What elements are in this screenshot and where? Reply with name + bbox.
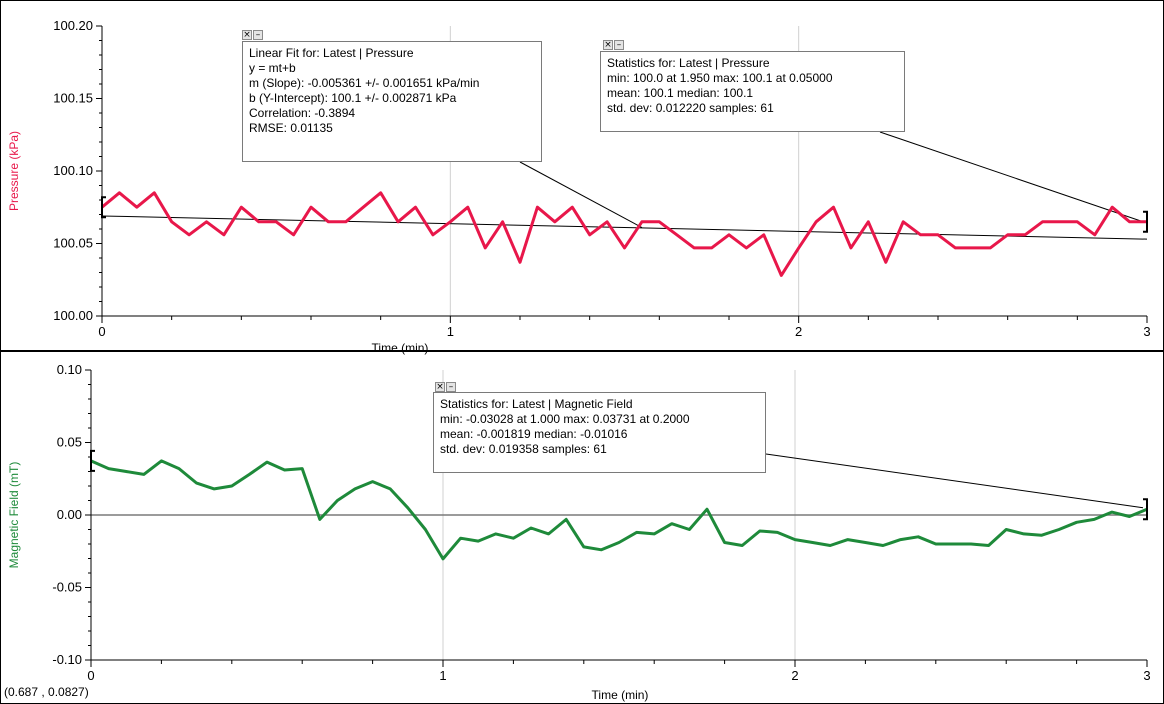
x-tick-label: 1	[447, 324, 454, 339]
y-tick-label: -0.10	[52, 652, 82, 667]
close-icon[interactable]: ×	[603, 40, 613, 50]
series-line	[101, 191, 1147, 277]
x-tick-label: 2	[791, 668, 798, 683]
field-statistics-box[interactable]: Statistics for: Latest | Magnetic Field …	[433, 392, 766, 473]
pstat-line-3: std. dev: 0.012220 samples: 61	[607, 101, 774, 115]
top-panel-frame	[0, 0, 1164, 351]
minimize-icon[interactable]: –	[446, 382, 456, 392]
x-tick-label: 3	[1143, 668, 1150, 683]
pressure-statistics-box[interactable]: Statistics for: Latest | Pressure min: 1…	[600, 51, 905, 132]
x-tick-label: 3	[1143, 324, 1150, 339]
fstat-line-2: mean: -0.001819 median: -0.01016	[440, 427, 628, 441]
y-tick-label: 100.00	[53, 308, 93, 323]
x-tick-label: 0	[87, 668, 94, 683]
pressure-plot[interactable]: 100.00 100.05 100.10 100.15 100.20 0 1 2 3 Pressu…	[7, 18, 1151, 355]
y-tick-label: -0.05	[52, 580, 82, 595]
close-icon[interactable]: ×	[435, 382, 445, 392]
fit-box-connector	[519, 161, 643, 228]
y-tick-label: 100.05	[53, 236, 93, 251]
fit-line-0: Linear Fit for: Latest | Pressure	[249, 46, 414, 60]
magnetic-field-plot[interactable]: -0.10 -0.05 0.00 0.05 0.10 0 1 2 3 Magnetic Field…	[7, 362, 1151, 702]
x-axis-label: Time (min)	[372, 341, 429, 355]
y-axis-label: Pressure (kPa)	[7, 131, 21, 211]
pressure-stats-controls: × –	[603, 40, 624, 51]
linear-fit-line	[101, 215, 1148, 240]
series-line	[90, 459, 1148, 561]
y-tick-label: 0.00	[57, 507, 82, 522]
x-tick-label: 1	[439, 668, 446, 683]
cursor-coordinate-readout: (0.687 , 0.0827)	[4, 685, 89, 699]
fstat-line-1: min: -0.03028 at 1.000 max: 0.03731 at 0…	[440, 412, 690, 426]
y-tick-label: 0.05	[57, 435, 82, 450]
fit-line-5: RMSE: 0.01135	[249, 121, 333, 135]
y-tick-label: 100.15	[53, 91, 93, 106]
minimize-icon[interactable]: –	[614, 40, 624, 50]
x-tick-label: 0	[98, 324, 105, 339]
fstat-line-0: Statistics for: Latest | Magnetic Field	[440, 397, 633, 411]
fstat-line-3: std. dev: 0.019358 samples: 61	[440, 442, 607, 456]
fit-box-controls: × –	[242, 30, 263, 41]
y-tick-label: 100.20	[53, 18, 93, 33]
fit-line-1: y = mt+b	[249, 61, 296, 75]
range-bracket-start	[90, 449, 95, 472]
fit-line-2: m (Slope): -0.005361 +/- 0.001651 kPa/mi…	[249, 76, 480, 90]
y-axis-label: Magnetic Field (mT)	[7, 462, 21, 569]
y-tick-label: 0.10	[57, 362, 82, 377]
pstat-line-2: mean: 100.1 median: 100.1	[607, 86, 754, 100]
y-tick-label: 100.10	[53, 163, 93, 178]
x-tick-label: 2	[795, 324, 802, 339]
pstat-line-1: min: 100.0 at 1.950 max: 100.1 at 0.0500…	[607, 71, 833, 85]
minimize-icon[interactable]: –	[253, 30, 263, 40]
stats-box-connector	[765, 453, 1144, 509]
stats-box-connector	[879, 131, 1144, 223]
range-bracket-end	[1143, 498, 1148, 521]
x-axis-label: Time (min)	[592, 688, 649, 702]
field-stats-controls: × –	[435, 382, 456, 393]
range-bracket-start	[101, 196, 106, 219]
close-icon[interactable]: ×	[242, 30, 252, 40]
fit-line-4: Correlation: -0.3894	[249, 106, 356, 120]
fit-line-3: b (Y-Intercept): 100.1 +/- 0.002871 kPa	[249, 91, 457, 105]
range-bracket-end	[1143, 210, 1148, 233]
pstat-line-0: Statistics for: Latest | Pressure	[607, 56, 770, 70]
linear-fit-box[interactable]: Linear Fit for: Latest | Pressure y = mt…	[242, 41, 542, 162]
